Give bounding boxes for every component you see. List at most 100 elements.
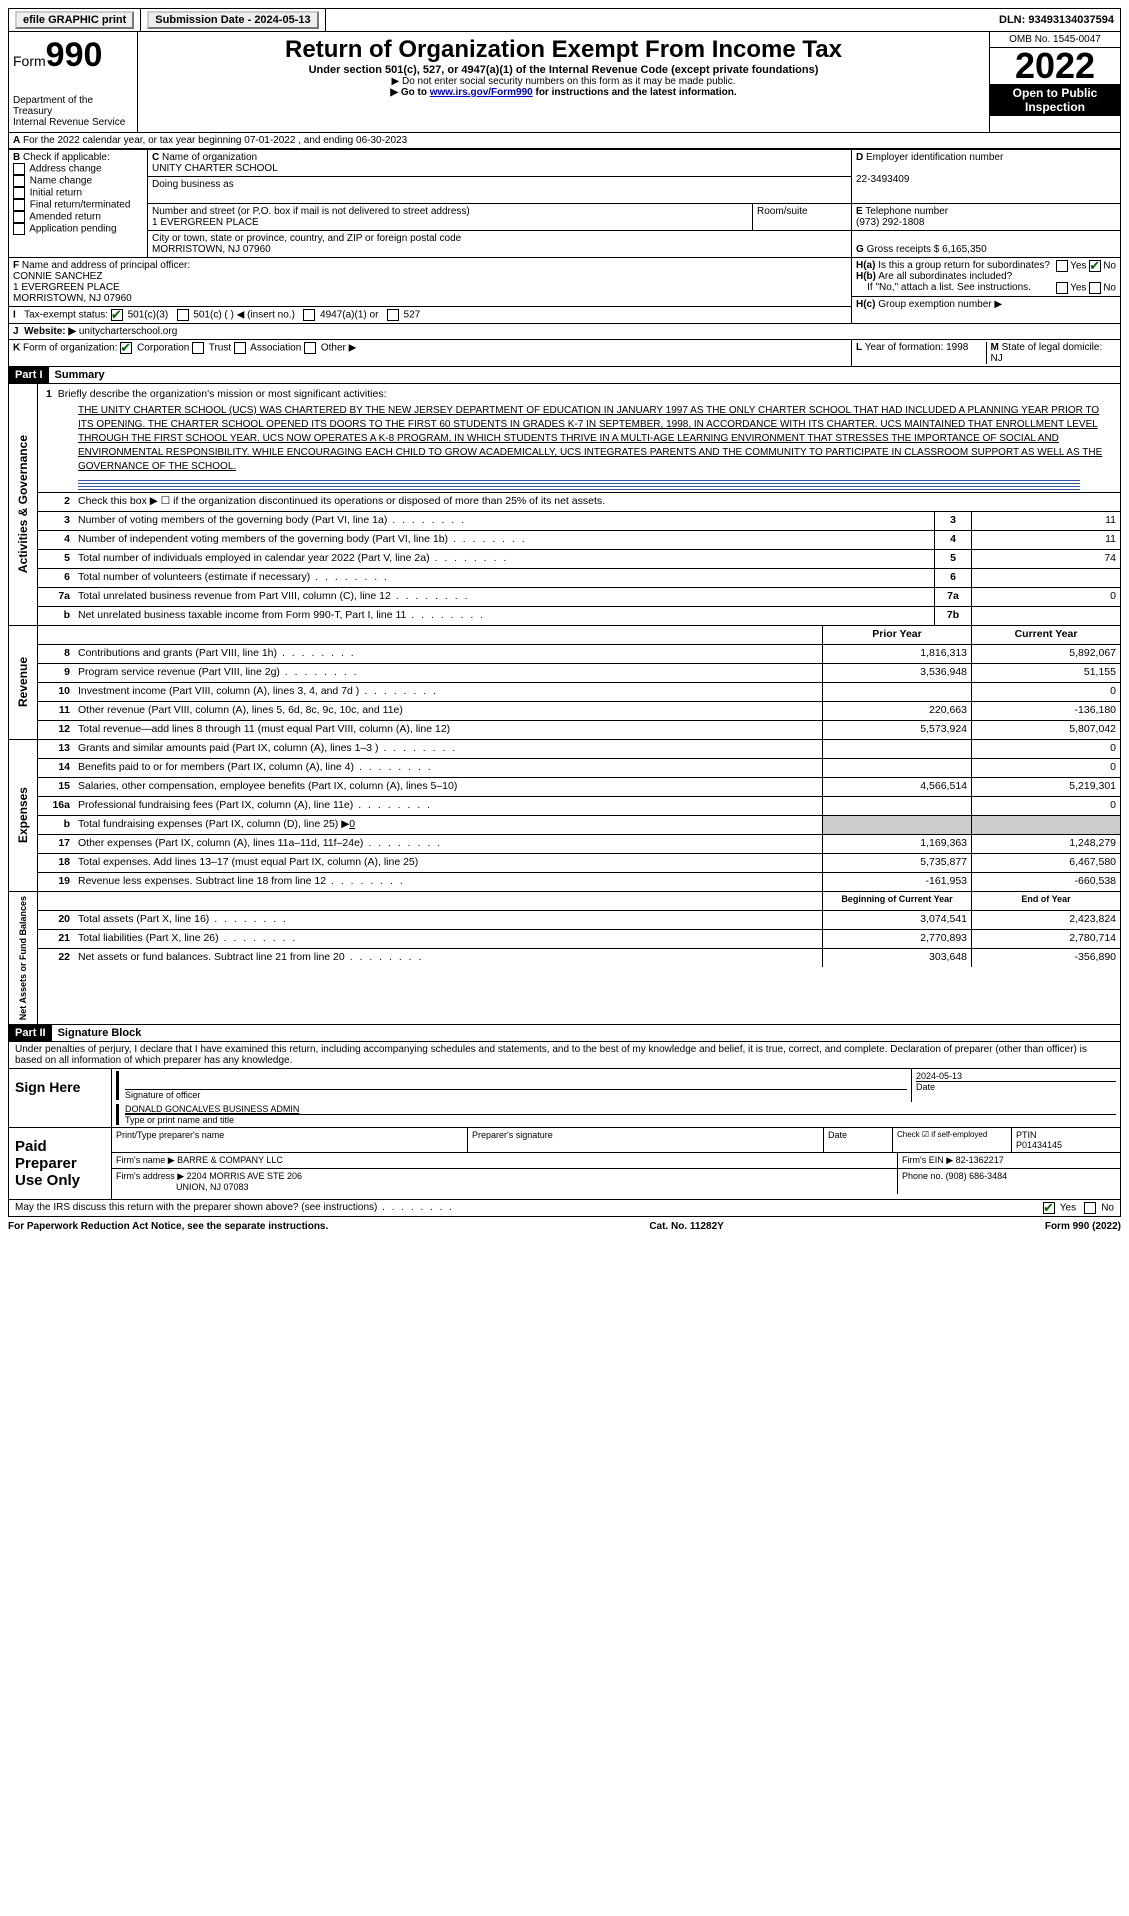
l8-desc: Contributions and grants (Part VIII, lin… [74,645,822,663]
netassets-section: Net Assets or Fund Balances Beginning of… [8,892,1121,1025]
website-value: unitycharterschool.org [79,326,177,337]
cb-name-change[interactable] [13,175,25,187]
no-label: No [1103,261,1116,272]
officer-typed-name: DONALD GONCALVES BUSINESS ADMIN [125,1104,299,1114]
prior-header: Prior Year [822,626,971,644]
note-ssn: ▶ Do not enter social security numbers o… [142,76,985,87]
irs-no[interactable] [1084,1202,1096,1214]
g-label: Gross receipts $ [867,244,940,255]
cb-amended[interactable] [13,211,25,223]
firm-name-label: Firm's name ▶ [116,1155,175,1165]
cb-other[interactable] [304,342,316,354]
c16a: 0 [971,797,1120,815]
l19-desc: Revenue less expenses. Subtract line 18 … [74,873,822,891]
cb-501c[interactable] [177,309,189,321]
cb-527[interactable] [387,309,399,321]
v5: 74 [971,550,1120,568]
sign-here-label: Sign Here [9,1069,112,1127]
c9: 51,155 [971,664,1120,682]
c20: 2,423,824 [971,911,1120,929]
hb-no[interactable] [1089,282,1101,294]
l16b-desc: Total fundraising expenses (Part IX, col… [78,818,349,830]
cb-4947[interactable] [303,309,315,321]
form-number: 990 [46,36,103,74]
cb-initial-return[interactable] [13,187,25,199]
cb-assoc[interactable] [234,342,246,354]
k-opt-1: Trust [209,343,231,354]
footer-right: Form 990 (2022) [1045,1221,1121,1232]
b-opt-1: Name change [30,176,92,187]
part2-header-row: Part II Signature Block [8,1025,1121,1042]
entity-table: B Check if applicable: Address change Na… [8,149,1121,367]
j-label: Website: ▶ [24,326,76,337]
p17: 1,169,363 [822,835,971,853]
line-a-text: For the 2022 calendar year, or tax year … [23,135,407,146]
cb-final-return[interactable] [13,199,25,211]
room-label: Room/suite [757,206,808,217]
cb-trust[interactable] [192,342,204,354]
yes-label: Yes [1070,261,1086,272]
hb-label: Are all subordinates included? [878,271,1012,282]
p20: 3,074,541 [822,911,971,929]
expenses-section: Expenses 13Grants and similar amounts pa… [8,740,1121,892]
firm-addr-label: Firm's address ▶ [116,1171,184,1181]
c17: 1,248,279 [971,835,1120,853]
part2-title: Signature Block [52,1025,148,1041]
c14: 0 [971,759,1120,777]
i-opt-2: 4947(a)(1) or [320,310,378,321]
sig-officer-label: Signature of officer [125,1089,907,1100]
c13: 0 [971,740,1120,758]
ha-no[interactable] [1089,260,1101,272]
activities-section: Activities & Governance 1 Briefly descri… [8,384,1121,626]
l20-desc: Total assets (Part X, line 16) [74,911,822,929]
l14-desc: Benefits paid to or for members (Part IX… [74,759,822,777]
note-goto-suffix: for instructions and the latest informat… [533,87,737,98]
cb-app-pending[interactable] [13,223,25,235]
c22: -356,890 [971,949,1120,967]
yes3: Yes [1060,1203,1076,1214]
b-opt-0: Address change [29,164,101,175]
ptin-label: PTIN [1016,1130,1037,1140]
city-value: MORRISTOWN, NJ 07960 [152,244,271,255]
l7a-desc: Total unrelated business revenue from Pa… [74,588,934,606]
form-subtitle: Under section 501(c), 527, or 4947(a)(1)… [142,64,985,76]
l22-desc: Net assets or fund balances. Subtract li… [74,949,822,967]
officer-addr2: MORRISTOWN, NJ 07960 [13,293,132,304]
p10 [822,683,971,701]
v7a: 0 [971,588,1120,606]
i-label: Tax-exempt status: [24,310,108,321]
c10: 0 [971,683,1120,701]
cb-501c3[interactable] [111,309,123,321]
c12: 5,807,042 [971,721,1120,739]
irs-link[interactable]: www.irs.gov/Form990 [430,87,533,98]
k-opt-3: Other ▶ [321,343,356,354]
l12-desc: Total revenue—add lines 8 through 11 (mu… [74,721,822,739]
v7b [971,607,1120,625]
p14 [822,759,971,777]
gross-receipts: 6,165,350 [942,244,987,255]
p9: 3,536,948 [822,664,971,682]
l17-desc: Other expenses (Part IX, column (A), lin… [74,835,822,853]
hc-label: Group exemption number ▶ [878,299,1002,310]
cb-corp[interactable] [120,342,132,354]
b-opt-2: Initial return [30,188,82,199]
submission-date-button[interactable]: Submission Date - 2024-05-13 [147,11,318,29]
p8: 1,816,313 [822,645,971,663]
ein-value: 22-3493409 [856,174,909,185]
page-footer: For Paperwork Reduction Act Notice, see … [8,1217,1121,1232]
side-activities: Activities & Governance [14,431,32,577]
efile-print-button[interactable]: efile GRAPHIC print [15,11,134,29]
form-prefix: Form [13,53,46,69]
hb-yes[interactable] [1056,282,1068,294]
dln-label: DLN: 93493134037594 [999,14,1114,26]
domicile: NJ [991,353,1003,364]
p15: 4,566,514 [822,778,971,796]
ha-yes[interactable] [1056,260,1068,272]
part1-badge: Part I [9,367,49,383]
v6 [971,569,1120,587]
irs-yes[interactable] [1043,1202,1055,1214]
sig-date: 2024-05-13 [916,1071,962,1081]
prep-phone: (908) 686-3484 [946,1171,1008,1181]
c-name-label: Name of organization [162,152,257,163]
cb-address-change[interactable] [13,163,25,175]
